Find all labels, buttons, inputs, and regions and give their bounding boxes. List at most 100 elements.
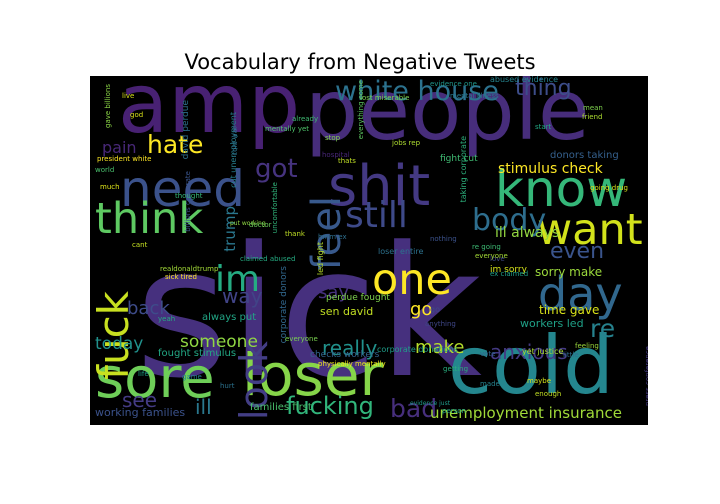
cloud-word: sen david [320,305,374,318]
cloud-word: stop [325,134,341,142]
cloud-word: mentally yet [265,125,310,133]
cloud-word: going drug [590,184,628,192]
cloud-word: thing [515,76,572,101]
cloud-word: made [480,380,500,388]
cloud-word: abused evidence [490,76,559,84]
cloud-word: go [430,305,440,314]
cloud-word: gave billions [104,84,112,128]
cloud-word: claimed abused [240,255,296,263]
cloud-word: im [215,259,261,300]
cloud-word: nothing [430,235,457,243]
cloud-word: families first [250,402,312,413]
cloud-word: cold [448,319,614,412]
cloud-word: white house [335,76,499,107]
cloud-word: evidence one [430,80,477,88]
cloud-word: sick [135,209,482,418]
cloud-word: vote [480,350,496,358]
cloud-word: shit [328,154,431,219]
cloud-word: donors taking [550,150,619,161]
cloud-word: pain [102,138,137,157]
cloud-word: david perdue [181,100,191,160]
cloud-word: realdonaldtrump [160,265,219,273]
cloud-word: see [122,388,158,412]
cloud-word: little [563,351,579,359]
cloud-word: re [590,314,616,343]
cloud-word: stimulus check [498,161,603,177]
cloud-word: god [130,111,144,119]
cloud-word: im sorry [490,265,527,275]
cloud-word: fight cut [440,154,478,164]
cloud-word: day [538,267,623,321]
cloud-word: amp [118,76,301,152]
cloud-word: hurt [220,382,235,390]
cloud-word: thought [175,192,203,200]
cloud-word: jobs rep [392,139,421,147]
cloud-word: cold war [231,126,239,156]
cloud-word: already [292,115,319,123]
cloud-word: everyone [475,252,508,260]
cloud-word: evidence just [410,400,451,407]
cloud-word: friend [582,113,603,121]
cloud-word: doctor [249,221,272,229]
cloud-word: people [305,76,590,159]
cloud-word: much [100,183,120,191]
cloud-word: body [472,203,547,238]
cloud-word: start [535,123,552,131]
cloud-word: everyone [285,335,318,343]
cloud-word: world [95,166,115,174]
cloud-word: checks workers [310,350,380,360]
cloud-word: taking corporate [459,136,468,203]
cloud-word: workers led [520,317,584,330]
cloud-word: way [222,284,263,308]
cloud-word: got [255,154,298,184]
cloud-word: maybe [527,377,552,385]
cloud-word: make [415,337,465,358]
cloud-word: corporate donations [377,345,458,354]
cloud-word: unemployment insurance [430,404,622,422]
chart-title: Vocabulary from Negative Tweets [184,50,536,74]
cloud-word: physically mentally [318,360,386,368]
cloud-word: feeling [575,342,599,350]
cloud-word: sick tired [165,273,197,281]
cloud-word: one [372,255,453,305]
cloud-word: anything [425,320,456,328]
cloud-word: yet justice [522,347,564,356]
cloud-word: ill [195,395,212,419]
cloud-word: even [550,239,605,264]
cloud-word: anxious [490,340,568,364]
cloud-word: thats [338,157,356,165]
cloud-word: lost miserable [360,94,410,102]
cloud-word: put working [230,220,266,227]
cloud-word: game [182,373,202,381]
cloud-word: hospital [322,151,350,159]
cloud-word: everything come [357,80,365,140]
cloud-word: say [318,282,350,303]
cloud-word: really [322,336,378,360]
cloud-word: always put [202,312,257,323]
cloud-word: thank [285,230,305,238]
cloud-word: today [95,334,144,354]
cloud-word: uncomfortable [271,182,279,234]
cloud-word: think [95,194,204,244]
cloud-word: time gave [539,303,600,317]
cloud-word: cant [132,241,148,249]
cloud-word: press conference [644,346,648,406]
cloud-word: yeah [158,315,176,323]
cloud-word: love [490,255,505,263]
cloud-word: live [122,92,135,100]
cloud-word: sore [95,346,215,411]
cloud-word: want [537,205,643,255]
cloud-word: loser [242,341,384,409]
cloud-word: enough [535,390,562,398]
cloud-word: sorry make [535,265,603,279]
cloud-word: led fight [316,242,325,276]
cloud-word: corporate donors [279,266,289,344]
cloud-word: hmm ex [318,233,347,241]
cloud-word: fucking [286,392,374,420]
cloud-word: president white [97,155,152,163]
cloud-word: go [410,299,433,320]
cloud-word: someone [180,332,258,352]
cloud-word: billions corporate [184,171,192,232]
cloud-word: know [495,160,628,218]
cloud-word: perdue fought [326,293,390,303]
